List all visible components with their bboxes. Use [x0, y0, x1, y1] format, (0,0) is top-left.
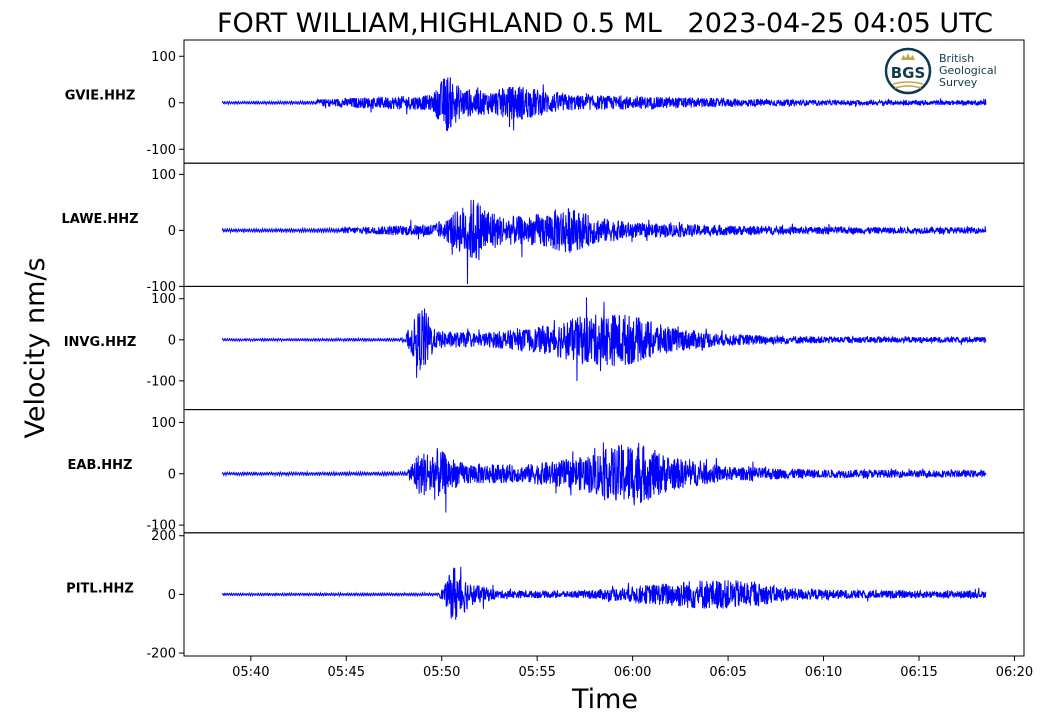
panel-invg-hhz: 100 0 -100 INVG.HHZ	[64, 285, 1025, 411]
y-tick-label: 100	[151, 416, 176, 431]
x-tick-label: 06:20	[996, 665, 1033, 680]
y-axis-label: Velocity nm/s	[20, 257, 51, 438]
station-label: INVG.HHZ	[64, 335, 137, 350]
x-tick-label: 06:05	[709, 665, 746, 680]
bgs-logo: BGS British Geological Survey	[884, 47, 997, 95]
bgs-logo-line-2: Geological	[939, 64, 997, 77]
bgs-logo-badge: BGS	[891, 64, 926, 82]
y-tick-label: 100	[151, 168, 176, 183]
panel-eab-hhz: 100 0 -100 EAB.HHZ	[68, 409, 1025, 534]
panel-pitl-hhz: 200 0 -200 PITL.HHZ	[66, 529, 1025, 662]
x-tick-label: 05:50	[423, 665, 460, 680]
waveform-gvie-hhz	[221, 77, 987, 131]
panel-lawe-hhz: 100 0 -100 LAWE.HHZ	[61, 162, 1025, 295]
y-tick-label: -200	[146, 647, 176, 662]
x-axis-label: Time	[571, 684, 638, 715]
station-label: EAB.HHZ	[68, 458, 133, 473]
y-tick-label: 0	[168, 588, 176, 603]
y-tick-label: 0	[168, 333, 176, 348]
x-tick-label: 05:40	[232, 665, 269, 680]
station-label: PITL.HHZ	[66, 581, 134, 596]
y-tick-label: 0	[168, 96, 176, 111]
x-tick-label: 05:55	[518, 665, 555, 680]
chart-title: FORT WILLIAM,HIGHLAND 0.5 ML 2023-04-25 …	[217, 8, 993, 39]
y-tick-label: -100	[146, 519, 176, 534]
waveform-eab-hhz	[221, 442, 987, 513]
bgs-logo-line-3: Survey	[939, 76, 978, 89]
bgs-logo-strata-icon	[892, 81, 924, 89]
waveform-pitl-hhz	[221, 566, 987, 620]
y-tick-label: 0	[168, 224, 176, 239]
x-axis: 05:40 05:45 05:50 05:55 06:00 06:05 06:10 06:15…	[232, 656, 1033, 680]
waveform-invg-hhz	[221, 297, 987, 382]
bgs-logo-line-1: British	[939, 52, 974, 65]
y-tick-label: -100	[146, 374, 176, 389]
y-tick-label: -100	[146, 280, 176, 295]
x-tick-label: 05:45	[328, 665, 365, 680]
y-tick-label: 0	[168, 467, 176, 482]
y-tick-label: 100	[151, 292, 176, 307]
x-tick-label: 06:15	[900, 665, 937, 680]
station-label: GVIE.HHZ	[65, 89, 136, 104]
y-tick-label: -100	[146, 143, 176, 158]
bgs-logo-ring	[884, 47, 932, 95]
trace-panels: 100 0 -100 GVIE.HHZ 100 0 -100 LAWE.HHZ 100 0 -100…	[61, 39, 1025, 662]
bgs-logo-crown-icon	[901, 53, 915, 60]
station-label: LAWE.HHZ	[61, 212, 138, 227]
y-tick-label: 100	[151, 50, 176, 65]
x-tick-label: 06:00	[614, 665, 651, 680]
panel-gvie-hhz: 100 0 -100 GVIE.HHZ	[65, 39, 1025, 164]
x-tick-label: 06:10	[805, 665, 842, 680]
y-tick-label: 200	[151, 529, 176, 544]
waveform-lawe-hhz	[221, 199, 987, 284]
